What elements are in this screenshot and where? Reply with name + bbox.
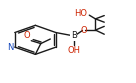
Text: OH: OH (67, 46, 80, 55)
Text: O: O (23, 31, 30, 40)
Text: N: N (7, 43, 14, 52)
Text: HO: HO (74, 9, 87, 18)
Text: O: O (81, 26, 87, 35)
Text: B: B (71, 31, 77, 40)
